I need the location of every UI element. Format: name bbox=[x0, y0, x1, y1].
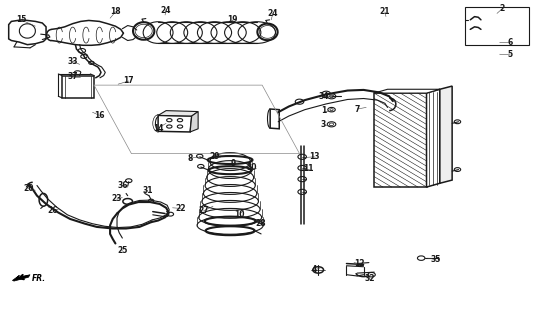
Text: 11: 11 bbox=[303, 164, 314, 173]
Text: 19: 19 bbox=[227, 15, 238, 24]
Circle shape bbox=[330, 95, 334, 98]
Polygon shape bbox=[440, 86, 452, 183]
Bar bbox=[374, 93, 426, 187]
Text: 4: 4 bbox=[312, 265, 317, 275]
Text: 29: 29 bbox=[209, 152, 219, 161]
Text: 30: 30 bbox=[246, 164, 257, 172]
Circle shape bbox=[327, 122, 336, 127]
Text: 35: 35 bbox=[430, 255, 441, 264]
Text: 13: 13 bbox=[309, 152, 320, 161]
Circle shape bbox=[322, 91, 331, 96]
Text: 3: 3 bbox=[321, 120, 326, 130]
Text: 17: 17 bbox=[124, 76, 134, 85]
Polygon shape bbox=[374, 89, 440, 93]
Circle shape bbox=[417, 256, 425, 260]
Text: 16: 16 bbox=[94, 111, 105, 120]
Circle shape bbox=[298, 177, 307, 182]
Circle shape bbox=[327, 94, 336, 99]
Circle shape bbox=[295, 99, 304, 104]
Circle shape bbox=[328, 108, 335, 112]
Text: 10: 10 bbox=[234, 210, 245, 219]
Polygon shape bbox=[190, 112, 198, 132]
Polygon shape bbox=[426, 89, 440, 187]
Polygon shape bbox=[270, 109, 279, 129]
Text: 26: 26 bbox=[48, 206, 58, 215]
Circle shape bbox=[298, 189, 307, 195]
Text: 1: 1 bbox=[321, 106, 326, 115]
Circle shape bbox=[298, 154, 307, 159]
Text: 5: 5 bbox=[508, 50, 513, 59]
Text: 2: 2 bbox=[500, 4, 505, 13]
Text: 25: 25 bbox=[117, 246, 127, 255]
Text: 6: 6 bbox=[508, 38, 513, 47]
Polygon shape bbox=[9, 20, 46, 45]
Circle shape bbox=[368, 272, 375, 277]
Circle shape bbox=[177, 125, 182, 128]
Bar bbox=[62, 76, 94, 98]
Text: 9: 9 bbox=[230, 159, 235, 168]
Text: 24: 24 bbox=[268, 9, 278, 18]
Polygon shape bbox=[158, 111, 198, 116]
Text: 18: 18 bbox=[110, 7, 121, 16]
Text: 37: 37 bbox=[67, 72, 78, 81]
Text: 8: 8 bbox=[187, 154, 193, 163]
Polygon shape bbox=[12, 275, 30, 281]
Circle shape bbox=[298, 165, 307, 171]
Text: 22: 22 bbox=[176, 204, 186, 213]
Text: 7: 7 bbox=[355, 105, 360, 114]
Circle shape bbox=[166, 119, 172, 122]
Text: 15: 15 bbox=[16, 15, 26, 24]
Text: 34: 34 bbox=[318, 92, 329, 101]
Circle shape bbox=[166, 125, 172, 128]
Text: 12: 12 bbox=[354, 259, 364, 268]
Text: 28: 28 bbox=[256, 219, 266, 228]
Text: 21: 21 bbox=[380, 7, 390, 16]
Text: 33: 33 bbox=[67, 57, 78, 66]
Circle shape bbox=[177, 119, 182, 122]
Text: 24: 24 bbox=[161, 6, 171, 15]
Text: 31: 31 bbox=[142, 186, 152, 195]
Text: 23: 23 bbox=[112, 194, 123, 204]
Text: 20: 20 bbox=[23, 184, 34, 193]
Text: FR.: FR. bbox=[32, 274, 46, 283]
Polygon shape bbox=[158, 116, 192, 132]
Polygon shape bbox=[465, 7, 529, 45]
Circle shape bbox=[313, 267, 324, 273]
Text: 32: 32 bbox=[365, 274, 375, 283]
Text: 36: 36 bbox=[117, 181, 128, 190]
Text: 14: 14 bbox=[153, 124, 163, 132]
Text: 27: 27 bbox=[198, 206, 209, 215]
